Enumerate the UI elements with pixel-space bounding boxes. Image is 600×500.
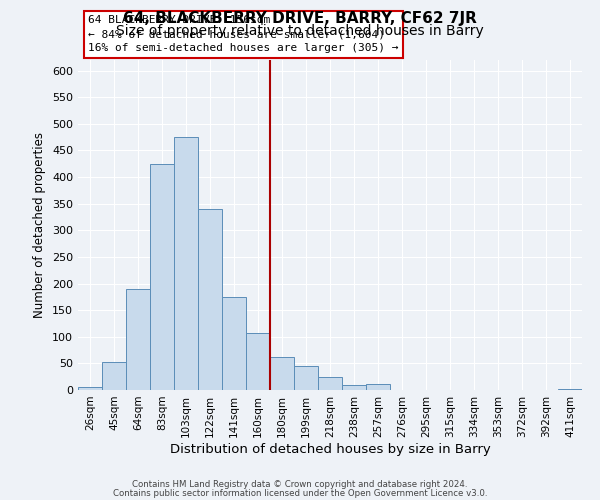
Bar (294, 366, 318, 390)
Y-axis label: Number of detached properties: Number of detached properties (34, 132, 46, 318)
Bar (246, 332, 270, 390)
Text: Contains public sector information licensed under the Open Government Licence v3: Contains public sector information licen… (113, 489, 487, 498)
Text: 64, BLACKBERRY DRIVE, BARRY, CF62 7JR: 64, BLACKBERRY DRIVE, BARRY, CF62 7JR (123, 11, 477, 26)
X-axis label: Distribution of detached houses by size in Barry: Distribution of detached houses by size … (170, 442, 490, 456)
Bar (126, 289, 150, 390)
Bar (342, 384, 366, 390)
Bar (318, 376, 342, 390)
Bar (366, 384, 390, 390)
Bar (270, 357, 294, 390)
Bar (222, 297, 246, 390)
Bar (558, 389, 582, 390)
Bar (174, 137, 198, 390)
Bar (78, 388, 102, 390)
Text: 64 BLACKBERRY DRIVE: 156sqm
← 84% of detached houses are smaller (1,604)
16% of : 64 BLACKBERRY DRIVE: 156sqm ← 84% of det… (88, 16, 398, 54)
Bar (198, 209, 222, 390)
Text: Contains HM Land Registry data © Crown copyright and database right 2024.: Contains HM Land Registry data © Crown c… (132, 480, 468, 489)
Text: Size of property relative to detached houses in Barry: Size of property relative to detached ho… (116, 24, 484, 38)
Bar (102, 362, 126, 390)
Bar (150, 164, 174, 390)
